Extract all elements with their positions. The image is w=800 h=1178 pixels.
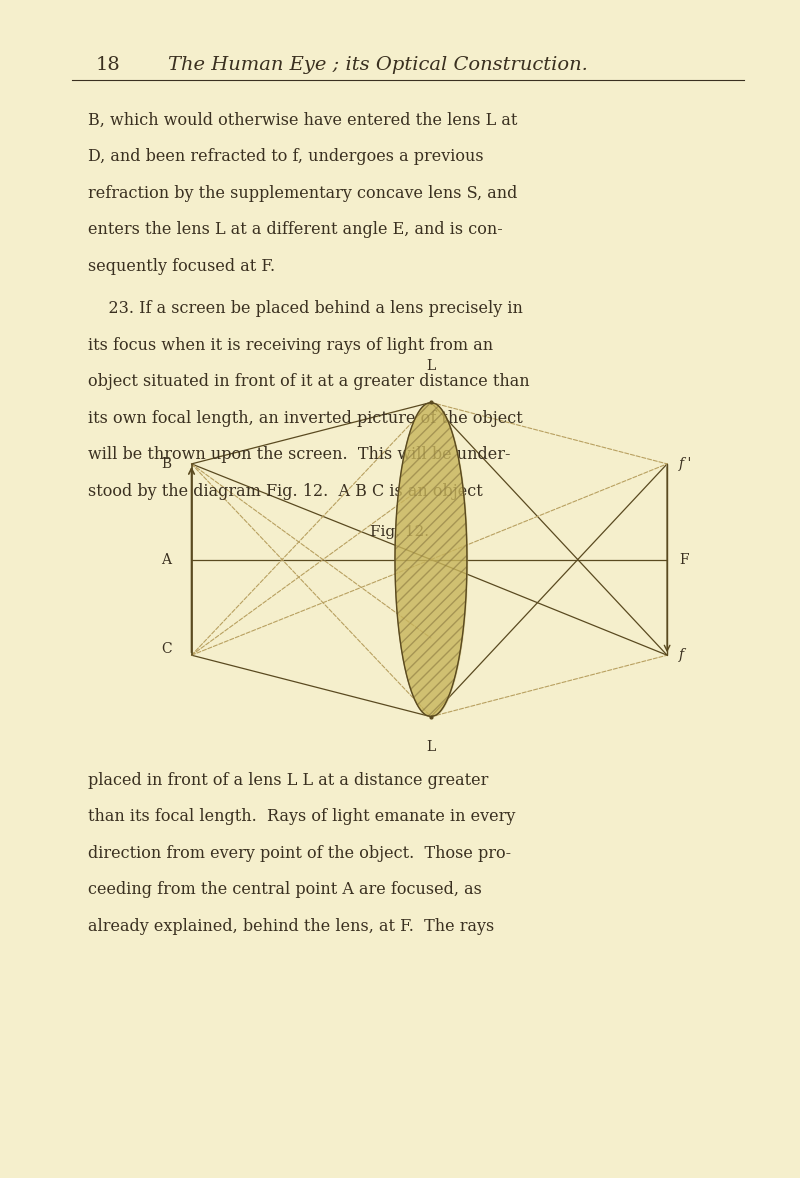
Text: object situated in front of it at a greater distance than: object situated in front of it at a grea… — [88, 373, 530, 390]
Text: stood by the diagram Fig. 12.  A B C is an object: stood by the diagram Fig. 12. A B C is a… — [88, 483, 482, 499]
Text: D, and been refracted to f, undergoes a previous: D, and been refracted to f, undergoes a … — [88, 148, 484, 165]
Text: placed in front of a lens L L at a distance greater: placed in front of a lens L L at a dista… — [88, 772, 488, 788]
Text: refraction by the supplementary concave lens S, and: refraction by the supplementary concave … — [88, 185, 518, 201]
Text: Fig. 12.: Fig. 12. — [370, 525, 430, 540]
Text: 23. If a screen be placed behind a lens precisely in: 23. If a screen be placed behind a lens … — [88, 300, 523, 317]
Text: its focus when it is receiving rays of light from an: its focus when it is receiving rays of l… — [88, 337, 493, 353]
Text: F: F — [679, 552, 689, 567]
Text: B: B — [162, 457, 171, 471]
Text: sequently focused at F.: sequently focused at F. — [88, 258, 275, 274]
Text: than its focal length.  Rays of light emanate in every: than its focal length. Rays of light ema… — [88, 808, 515, 825]
Text: C: C — [161, 642, 171, 656]
Text: enters the lens L at a different angle E, and is con-: enters the lens L at a different angle E… — [88, 221, 502, 238]
Text: its own focal length, an inverted picture of the object: its own focal length, an inverted pictur… — [88, 410, 522, 426]
Text: will be thrown upon the screen.  This will be under-: will be thrown upon the screen. This wil… — [88, 446, 510, 463]
Text: f ': f ' — [679, 457, 693, 471]
Text: The Human Eye ; its Optical Construction.: The Human Eye ; its Optical Construction… — [168, 55, 588, 74]
Text: f: f — [679, 648, 684, 662]
Text: L: L — [426, 740, 435, 754]
Text: A: A — [162, 552, 171, 567]
Polygon shape — [395, 403, 467, 716]
Text: direction from every point of the object.  Those pro-: direction from every point of the object… — [88, 845, 511, 861]
Text: B, which would otherwise have entered the lens L at: B, which would otherwise have entered th… — [88, 112, 518, 128]
Text: 18: 18 — [96, 55, 121, 74]
Text: already explained, behind the lens, at F.  The rays: already explained, behind the lens, at F… — [88, 918, 494, 934]
Text: L: L — [426, 359, 435, 373]
Text: ceeding from the central point A are focused, as: ceeding from the central point A are foc… — [88, 881, 482, 898]
